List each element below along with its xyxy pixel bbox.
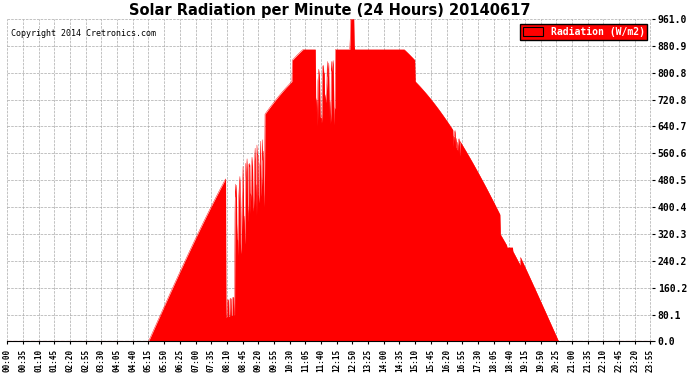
Legend: Radiation (W/m2): Radiation (W/m2) bbox=[520, 24, 647, 40]
Text: Copyright 2014 Cretronics.com: Copyright 2014 Cretronics.com bbox=[10, 28, 155, 38]
Title: Solar Radiation per Minute (24 Hours) 20140617: Solar Radiation per Minute (24 Hours) 20… bbox=[129, 3, 531, 18]
